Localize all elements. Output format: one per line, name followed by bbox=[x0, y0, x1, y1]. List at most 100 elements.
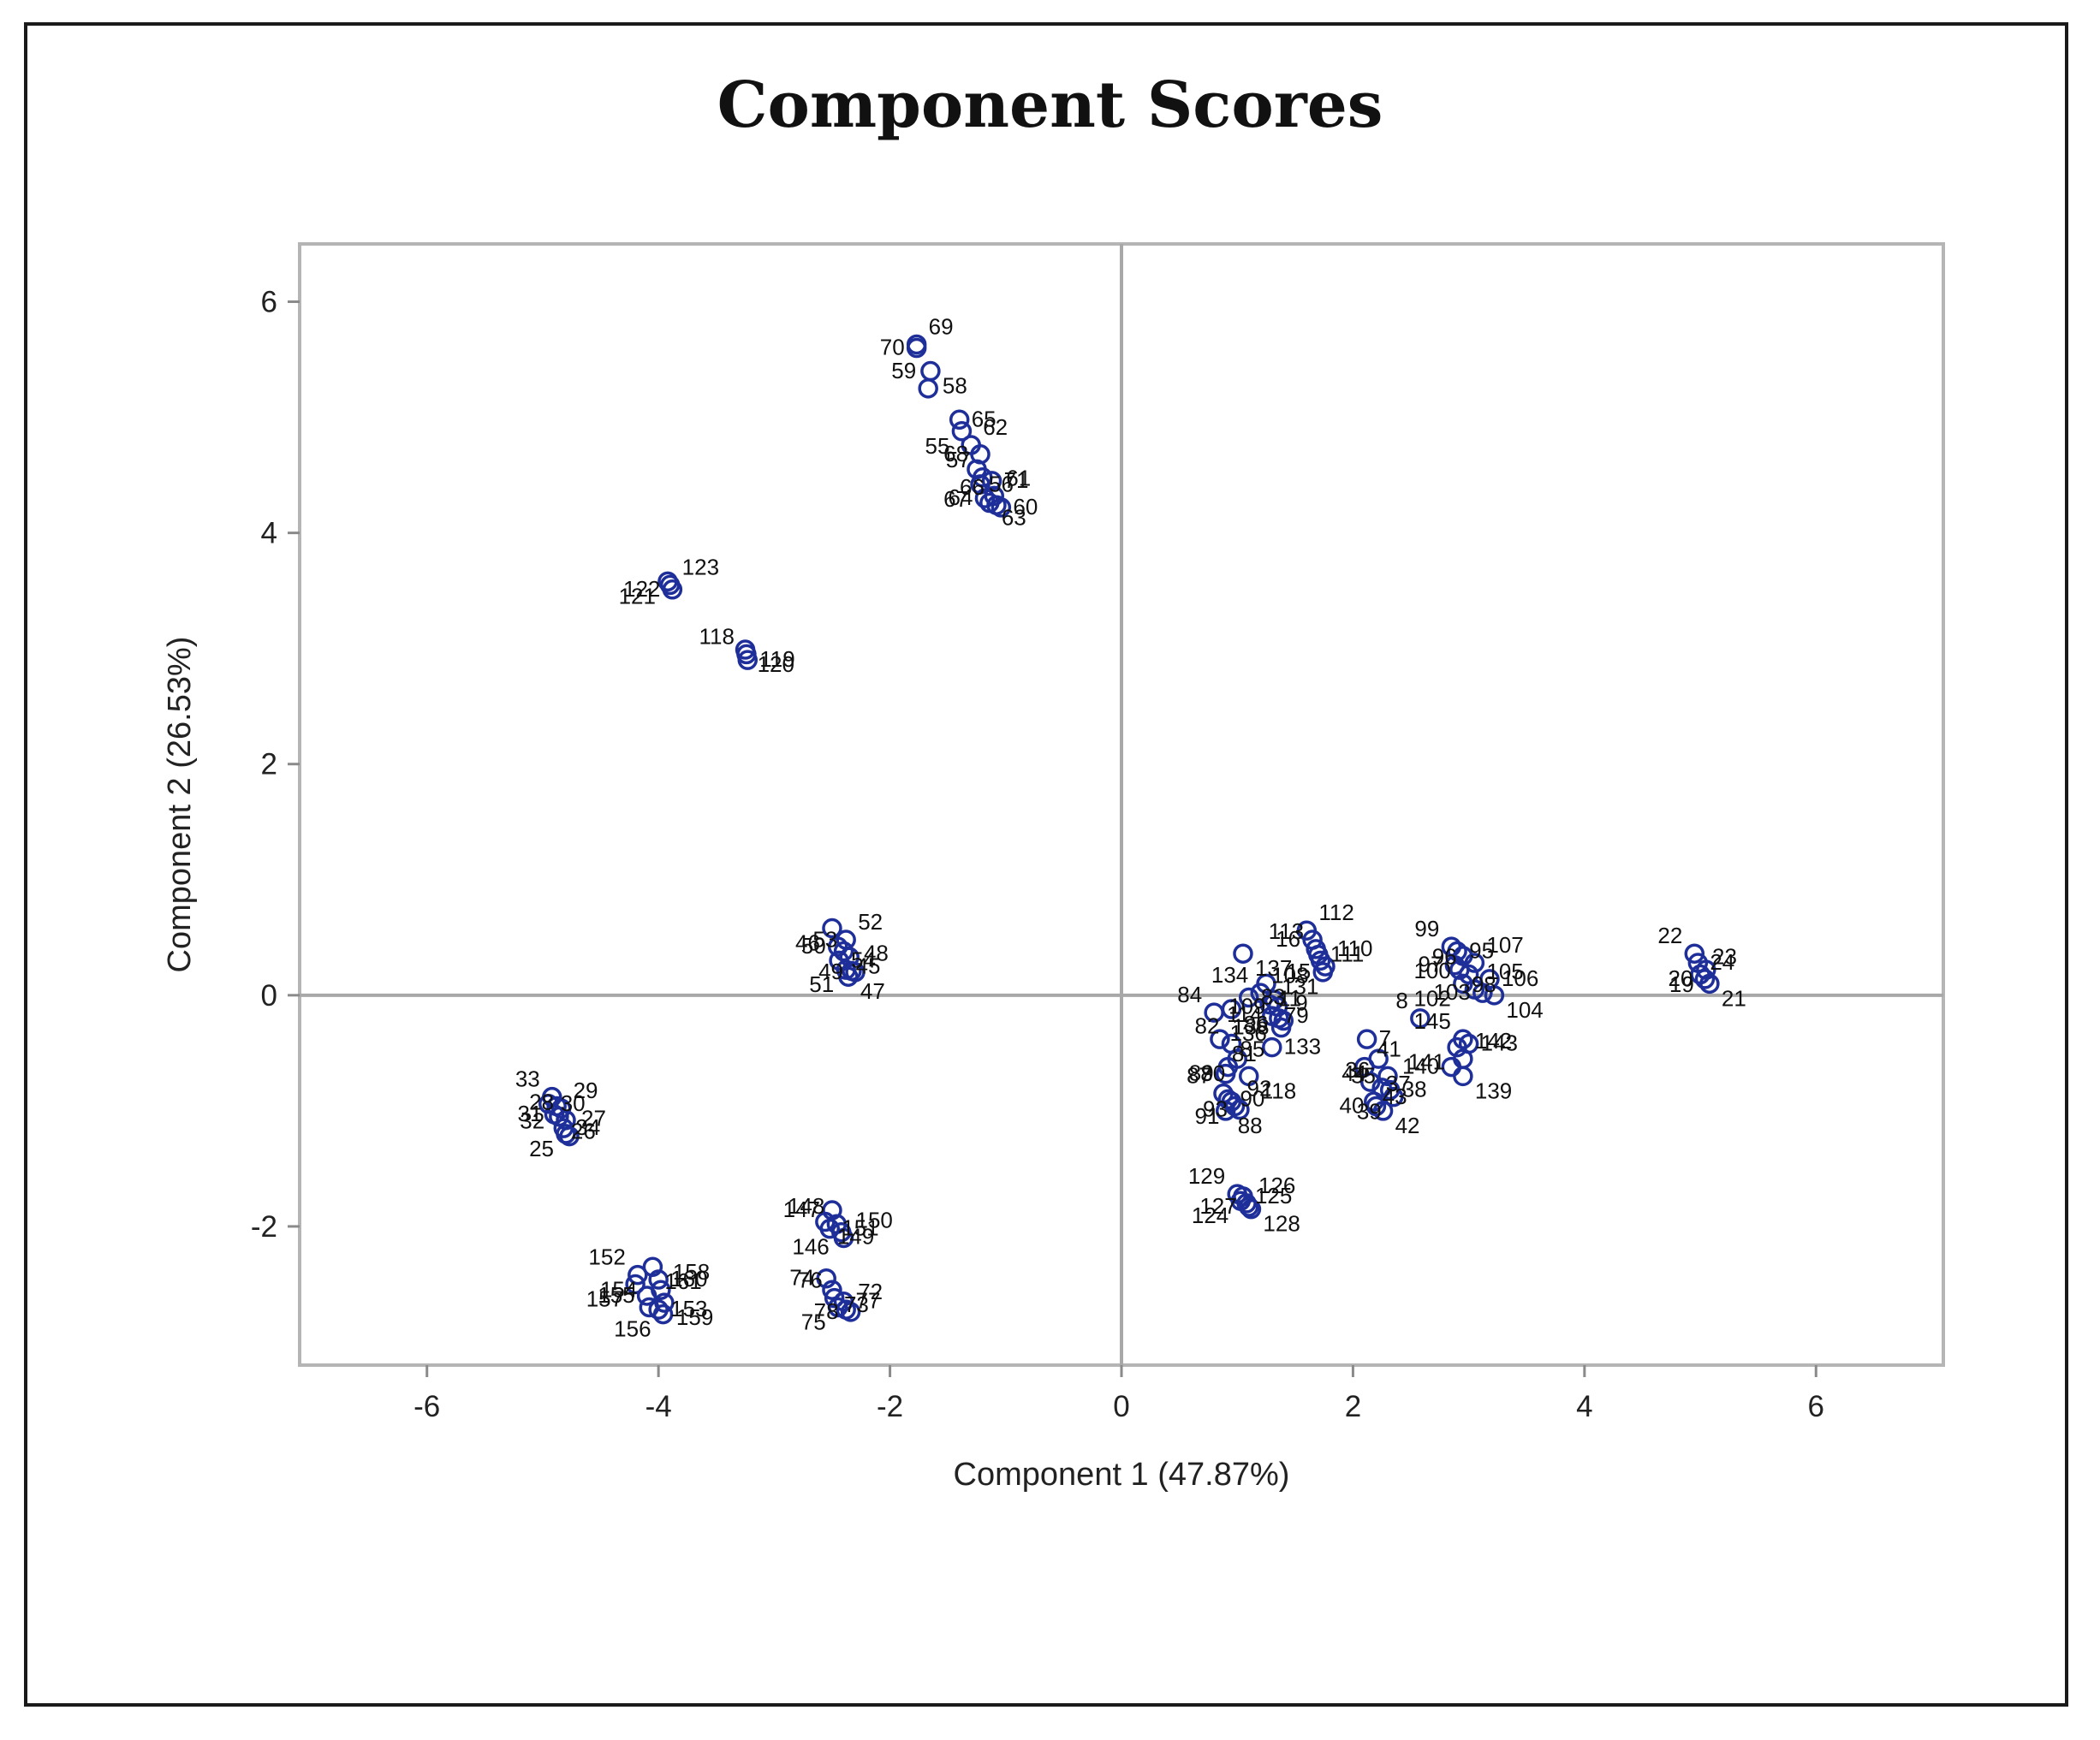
data-point-label: 82 bbox=[1195, 1013, 1220, 1039]
data-point-label: 85 bbox=[1240, 1036, 1264, 1062]
y-tick-label: 2 bbox=[261, 748, 277, 781]
y-tick-label: -2 bbox=[251, 1210, 277, 1244]
data-point-label: 89 bbox=[1189, 1060, 1214, 1086]
data-point bbox=[1472, 983, 1493, 1003]
data-point-label: 126 bbox=[1258, 1173, 1295, 1198]
data-point-label: 66 bbox=[960, 474, 985, 500]
data-point bbox=[1699, 973, 1720, 995]
data-point-label: 98 bbox=[1472, 971, 1496, 997]
data-point-label: 23 bbox=[1712, 944, 1737, 970]
data-point-label: 154 bbox=[600, 1276, 637, 1302]
data-point-label: 54 bbox=[851, 947, 876, 972]
data-point bbox=[1694, 969, 1716, 989]
data-point-label: 153 bbox=[670, 1296, 707, 1321]
data-point-label: 69 bbox=[929, 313, 954, 339]
data-point bbox=[1447, 941, 1467, 962]
chart-title: Component Scores bbox=[717, 68, 1383, 142]
data-point-label: 157 bbox=[586, 1286, 623, 1311]
data-point-label: 100 bbox=[1413, 958, 1450, 983]
data-point-label: 59 bbox=[891, 358, 916, 383]
data-point-label: 109 bbox=[1228, 993, 1265, 1018]
data-point-label: 61 bbox=[1006, 465, 1031, 490]
data-point-label: 97 bbox=[1418, 952, 1443, 977]
data-point bbox=[1356, 1029, 1377, 1049]
data-point bbox=[970, 474, 991, 495]
data-point-label: 74 bbox=[789, 1265, 814, 1291]
data-point-label: 152 bbox=[588, 1244, 625, 1270]
data-point bbox=[1224, 1096, 1246, 1117]
x-tick-label: -2 bbox=[877, 1390, 903, 1423]
data-point-label: 142 bbox=[1475, 1028, 1512, 1054]
data-point bbox=[991, 497, 1012, 518]
data-point bbox=[838, 966, 859, 987]
data-point bbox=[652, 1304, 674, 1325]
data-point-label: 129 bbox=[1188, 1163, 1225, 1189]
data-point-label: 143 bbox=[1481, 1030, 1518, 1056]
data-point bbox=[1372, 1101, 1394, 1121]
y-axis-title: Component 2 (26.53%) bbox=[162, 637, 198, 973]
data-point-label: 58 bbox=[943, 373, 967, 399]
data-point-label: 137 bbox=[1255, 955, 1292, 981]
data-point-label: 49 bbox=[818, 959, 843, 984]
data-point bbox=[1377, 1066, 1398, 1087]
x-tick-label: -6 bbox=[413, 1390, 440, 1423]
data-point bbox=[1259, 994, 1280, 1015]
data-point-label: 30 bbox=[561, 1090, 586, 1116]
data-point-label: 36 bbox=[1345, 1057, 1370, 1083]
data-point-label: 128 bbox=[1263, 1211, 1300, 1237]
data-point bbox=[1240, 1198, 1262, 1220]
data-point-label: 138 bbox=[1232, 1014, 1269, 1040]
x-tick-label: 6 bbox=[1808, 1390, 1824, 1423]
x-tick-label: 0 bbox=[1113, 1390, 1129, 1423]
data-point bbox=[559, 1125, 580, 1147]
data-point-label: 48 bbox=[864, 940, 889, 965]
data-point bbox=[648, 1299, 669, 1320]
data-point-label: 78 bbox=[814, 1298, 839, 1324]
data-point bbox=[1453, 973, 1473, 995]
data-point-label: 136 bbox=[1229, 1020, 1266, 1046]
data-point bbox=[1238, 1197, 1259, 1217]
data-point-label: 52 bbox=[858, 909, 883, 935]
data-point-label: 113 bbox=[1269, 918, 1304, 944]
data-point bbox=[824, 1287, 845, 1309]
data-point-label: 108 bbox=[1271, 962, 1308, 988]
data-point bbox=[1310, 950, 1331, 971]
data-point bbox=[636, 1286, 657, 1306]
data-point-label: 40 bbox=[1340, 1092, 1365, 1118]
data-point-label: 102 bbox=[1413, 985, 1450, 1011]
data-point bbox=[1238, 1066, 1259, 1087]
data-point-label: 146 bbox=[792, 1234, 829, 1260]
data-point bbox=[981, 471, 1002, 491]
data-point-label: 41 bbox=[1377, 1036, 1401, 1062]
data-point-label: 90 bbox=[1240, 1085, 1264, 1111]
x-tick-label: 2 bbox=[1345, 1390, 1361, 1423]
data-point-label: 31 bbox=[518, 1101, 543, 1126]
data-point-label: 83 bbox=[1261, 984, 1286, 1010]
data-point-label: 134 bbox=[1211, 962, 1248, 988]
data-point-label: 46 bbox=[795, 930, 820, 956]
data-point-label: 159 bbox=[676, 1304, 713, 1330]
data-point bbox=[906, 337, 927, 359]
data-point-label: 25 bbox=[529, 1136, 554, 1161]
data-point-label: 99 bbox=[1414, 916, 1439, 941]
data-point-label: 22 bbox=[1657, 923, 1682, 948]
data-point-label: 77 bbox=[855, 1288, 880, 1314]
data-point bbox=[1696, 959, 1716, 980]
data-point bbox=[1210, 1029, 1230, 1049]
data-point-label: 110 bbox=[1337, 935, 1372, 961]
data-point bbox=[827, 1297, 848, 1318]
data-point-label: 51 bbox=[809, 971, 834, 997]
data-point bbox=[1484, 985, 1505, 1006]
data-point-label: 20 bbox=[1669, 965, 1693, 991]
data-point-label: 45 bbox=[855, 953, 880, 979]
data-point-label: 131 bbox=[1282, 974, 1318, 1000]
data-point bbox=[819, 1218, 841, 1239]
data-point-label: 29 bbox=[574, 1078, 598, 1103]
data-point-label: 28 bbox=[529, 1090, 554, 1115]
data-point-label: 122 bbox=[623, 576, 660, 602]
data-point-label: 91 bbox=[1195, 1103, 1220, 1129]
data-point bbox=[827, 936, 848, 957]
data-point-label: 119 bbox=[759, 646, 794, 672]
data-point-label: 81 bbox=[1232, 1041, 1257, 1066]
data-point-label: 64 bbox=[949, 484, 973, 510]
